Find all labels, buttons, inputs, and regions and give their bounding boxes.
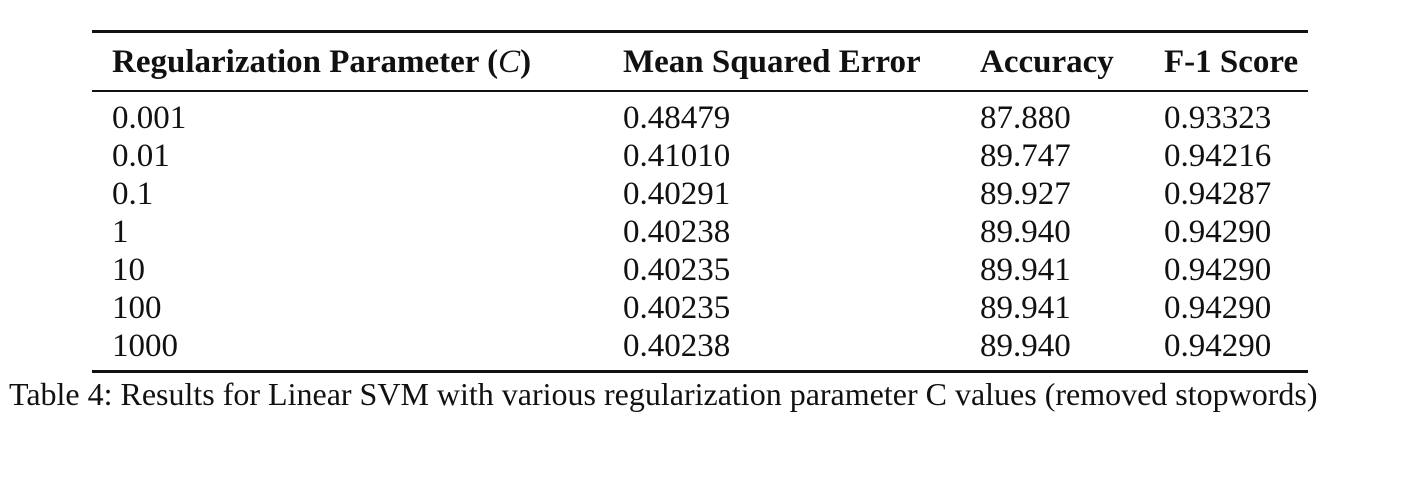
table-row: 0.01 0.41010 89.747 0.94216 (92, 137, 1308, 175)
cell-accuracy: 89.927 (980, 176, 1071, 212)
cell-regularization-parameter: 1 (112, 214, 129, 250)
header-rule-cell (92, 90, 1308, 92)
cell-regularization-parameter: 1000 (112, 328, 178, 364)
table-row: 0.001 0.48479 87.880 0.93323 (92, 92, 1308, 137)
cell-regularization-parameter: 0.001 (112, 100, 187, 136)
header-regularization-symbol: C (498, 44, 521, 80)
cell-f1-score: 0.94287 (1164, 176, 1272, 212)
cell-mean-squared-error: 0.40238 (623, 328, 731, 364)
cell-f1-score: 0.94216 (1164, 138, 1272, 174)
results-table: Regularization Parameter (C) Mean Square… (92, 33, 1308, 370)
cell-f1-score: 0.94290 (1164, 252, 1272, 288)
table-body: 0.001 0.48479 87.880 0.93323 0.01 0.41010 89.7… (92, 92, 1308, 370)
table-row: 0.1 0.40291 89.927 0.94287 (92, 175, 1308, 213)
cell-mean-squared-error: 0.40235 (623, 252, 731, 288)
cell-regularization-parameter: 100 (112, 290, 162, 326)
table-bottom-rule (92, 370, 1308, 373)
header-row: Regularization Parameter (C) Mean Square… (92, 33, 1308, 90)
cell-accuracy: 89.941 (980, 290, 1071, 326)
header-f1-score: F-1 Score (1164, 44, 1299, 80)
results-table-container: Regularization Parameter (C) Mean Square… (92, 30, 1308, 373)
table-row: 1 0.40238 89.940 0.94290 (92, 213, 1308, 251)
header-mean-squared-error: Mean Squared Error (623, 44, 921, 80)
header-regularization-suffix: ) (520, 44, 532, 80)
cell-accuracy: 89.941 (980, 252, 1071, 288)
cell-mean-squared-error: 0.40238 (623, 214, 731, 250)
table-row: 10 0.40235 89.941 0.94290 (92, 251, 1308, 289)
cell-mean-squared-error: 0.48479 (623, 100, 731, 136)
table-row: 100 0.40235 89.941 0.94290 (92, 289, 1308, 327)
cell-f1-score: 0.94290 (1164, 328, 1272, 364)
header-regularization-parameter: Regularization Parameter (C) (92, 33, 623, 90)
cell-accuracy: 89.940 (980, 328, 1071, 364)
table-row: 1000 0.40238 89.940 0.94290 (92, 327, 1308, 370)
header-rule-row (92, 90, 1308, 92)
cell-f1-score: 0.94290 (1164, 290, 1272, 326)
cell-f1-score: 0.94290 (1164, 214, 1272, 250)
cell-mean-squared-error: 0.40235 (623, 290, 731, 326)
cell-regularization-parameter: 0.1 (112, 176, 154, 212)
table-caption: Table 4: Results for Linear SVM with var… (9, 376, 1318, 412)
cell-accuracy: 89.940 (980, 214, 1071, 250)
cell-regularization-parameter: 0.01 (112, 138, 170, 174)
cell-regularization-parameter: 10 (112, 252, 145, 288)
table-mid-rule (92, 90, 1308, 92)
table-header: Regularization Parameter (C) Mean Square… (92, 33, 1308, 92)
table-top-rule (92, 30, 1308, 33)
header-regularization-prefix: Regularization Parameter ( (112, 44, 499, 80)
cell-accuracy: 87.880 (980, 100, 1071, 136)
cell-mean-squared-error: 0.40291 (623, 176, 731, 212)
cell-accuracy: 89.747 (980, 138, 1071, 174)
cell-f1-score: 0.93323 (1164, 100, 1272, 136)
header-accuracy: Accuracy (980, 44, 1114, 80)
cell-mean-squared-error: 0.41010 (623, 138, 731, 174)
